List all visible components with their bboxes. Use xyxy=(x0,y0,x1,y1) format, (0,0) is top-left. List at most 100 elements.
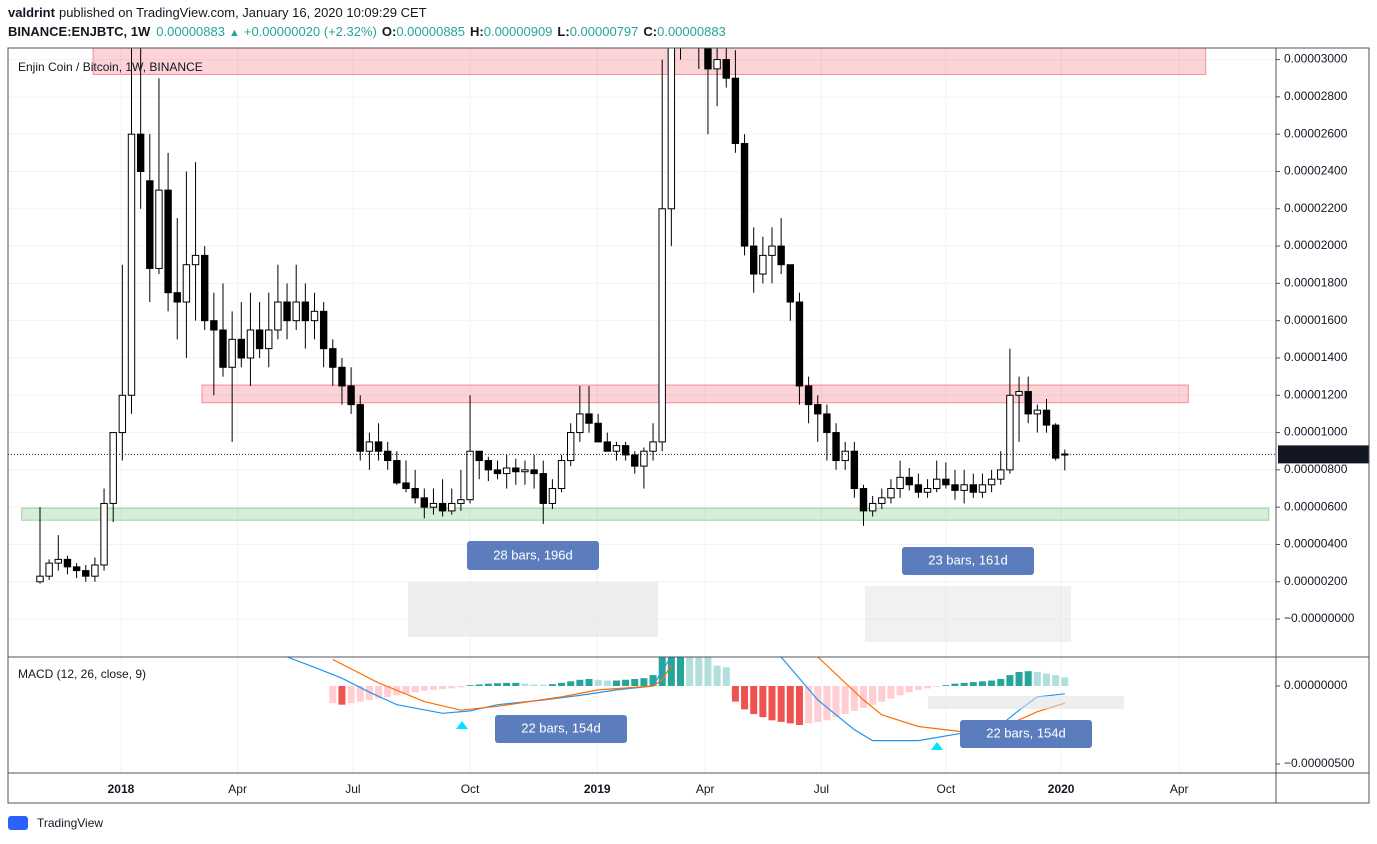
macd-bar xyxy=(823,686,831,721)
ohlc-label: H: xyxy=(470,24,484,39)
macd-bar xyxy=(768,686,776,721)
candle-body xyxy=(933,478,941,490)
candle-body xyxy=(548,488,557,504)
x-tick-label: Oct xyxy=(937,782,956,796)
candle-body xyxy=(859,488,868,512)
y-tick-label: 0.00002000 xyxy=(1284,238,1348,252)
ohlc-value: 0.00000883 xyxy=(657,24,726,39)
candle-body xyxy=(246,329,255,359)
logo: TradingView xyxy=(8,816,103,830)
macd-bar xyxy=(850,686,858,711)
candle-body xyxy=(365,441,374,452)
candle-body xyxy=(54,558,62,564)
candle-body xyxy=(621,445,630,456)
frame xyxy=(7,47,1370,804)
candle-body xyxy=(768,245,776,256)
annotation: 22 bars, 154d xyxy=(521,720,601,735)
symbol: BINANCE:ENJBTC, 1W xyxy=(8,24,151,39)
macd-bar xyxy=(594,679,602,686)
candle-body xyxy=(594,422,602,443)
candle-body xyxy=(814,404,822,415)
candle-body xyxy=(36,575,44,583)
candle-body xyxy=(951,484,959,491)
macd-line xyxy=(332,657,1065,733)
macd-bar xyxy=(786,686,794,724)
candle-body xyxy=(841,450,849,462)
candle-body xyxy=(731,77,740,144)
macd-bar xyxy=(1006,675,1014,686)
last-price-label: 0.00000883 xyxy=(1284,447,1348,461)
candle-body xyxy=(420,497,429,508)
candle-body xyxy=(292,301,300,322)
ohlc-value: 0.00000885 xyxy=(396,24,465,39)
logo-mark xyxy=(8,816,28,830)
candle-body xyxy=(557,460,566,490)
macd-bar xyxy=(1052,675,1060,686)
y-tick-label: 0.00001000 xyxy=(1284,425,1348,439)
macd-bar xyxy=(814,686,822,722)
candle-body xyxy=(759,254,767,275)
y-tick-label: 0.00002800 xyxy=(1284,89,1348,103)
candle-body xyxy=(301,301,310,322)
candle-body xyxy=(987,478,996,486)
macd-bar xyxy=(896,686,904,696)
candle-body xyxy=(164,189,172,294)
candle-body xyxy=(905,476,913,486)
candle-body xyxy=(1042,409,1051,426)
y-tick-label: 0.00001200 xyxy=(1284,387,1348,401)
candle-body xyxy=(512,467,520,473)
candle-body xyxy=(1006,394,1014,471)
macd-bar xyxy=(429,686,437,690)
macd-bar xyxy=(731,686,739,702)
annotation-box xyxy=(467,541,599,570)
macd-bar xyxy=(402,686,410,694)
macd-bar xyxy=(539,684,547,686)
macd-bar xyxy=(494,683,501,686)
macd-bar xyxy=(521,683,529,686)
macd-bar xyxy=(978,681,986,686)
candle-body xyxy=(658,208,666,443)
macd-bar xyxy=(741,686,749,710)
candle-body xyxy=(265,329,273,350)
measure-range xyxy=(865,586,1071,642)
candle-body xyxy=(393,460,401,484)
candle-body xyxy=(136,133,145,172)
candle-body xyxy=(804,385,813,406)
macd-bar xyxy=(420,686,428,691)
price: 0.00000883 xyxy=(156,24,225,39)
annotation: 23 bars, 161d xyxy=(928,552,1008,567)
y-tick-label: 0.00003000 xyxy=(1284,52,1348,66)
macd-bar xyxy=(466,685,474,686)
candle-body xyxy=(832,432,840,462)
macd-bar xyxy=(951,683,959,686)
macd-bar xyxy=(612,680,620,686)
candle-body xyxy=(338,366,346,387)
y-tick-label: 0.00002600 xyxy=(1284,126,1348,140)
candle-body xyxy=(448,502,456,512)
candle-body xyxy=(475,450,483,462)
y-tick-label: 0.00002400 xyxy=(1284,164,1348,178)
candle-body xyxy=(640,450,648,467)
ohlc-label: O: xyxy=(382,24,396,39)
macd-bar xyxy=(1024,671,1032,686)
macd-bar xyxy=(933,686,941,687)
macd-bar xyxy=(457,686,465,688)
x-tick-label: Apr xyxy=(228,782,247,796)
macd-bar xyxy=(805,686,813,724)
x-tick-label: Apr xyxy=(696,782,715,796)
macd-bar xyxy=(356,686,364,702)
candle-body xyxy=(283,301,291,322)
x-tick-label: Jul xyxy=(814,782,829,796)
candle-body xyxy=(868,502,877,512)
candle-body xyxy=(750,245,758,275)
measure-range xyxy=(928,696,1124,709)
macd-bar xyxy=(603,680,611,686)
y-tick-label: 0.00000400 xyxy=(1284,537,1348,551)
macd-bar xyxy=(722,667,730,686)
candle-body xyxy=(722,59,730,79)
candle-body xyxy=(878,497,886,504)
candle-body xyxy=(969,484,977,493)
macd-bar xyxy=(914,686,922,690)
candle-body xyxy=(978,484,987,493)
